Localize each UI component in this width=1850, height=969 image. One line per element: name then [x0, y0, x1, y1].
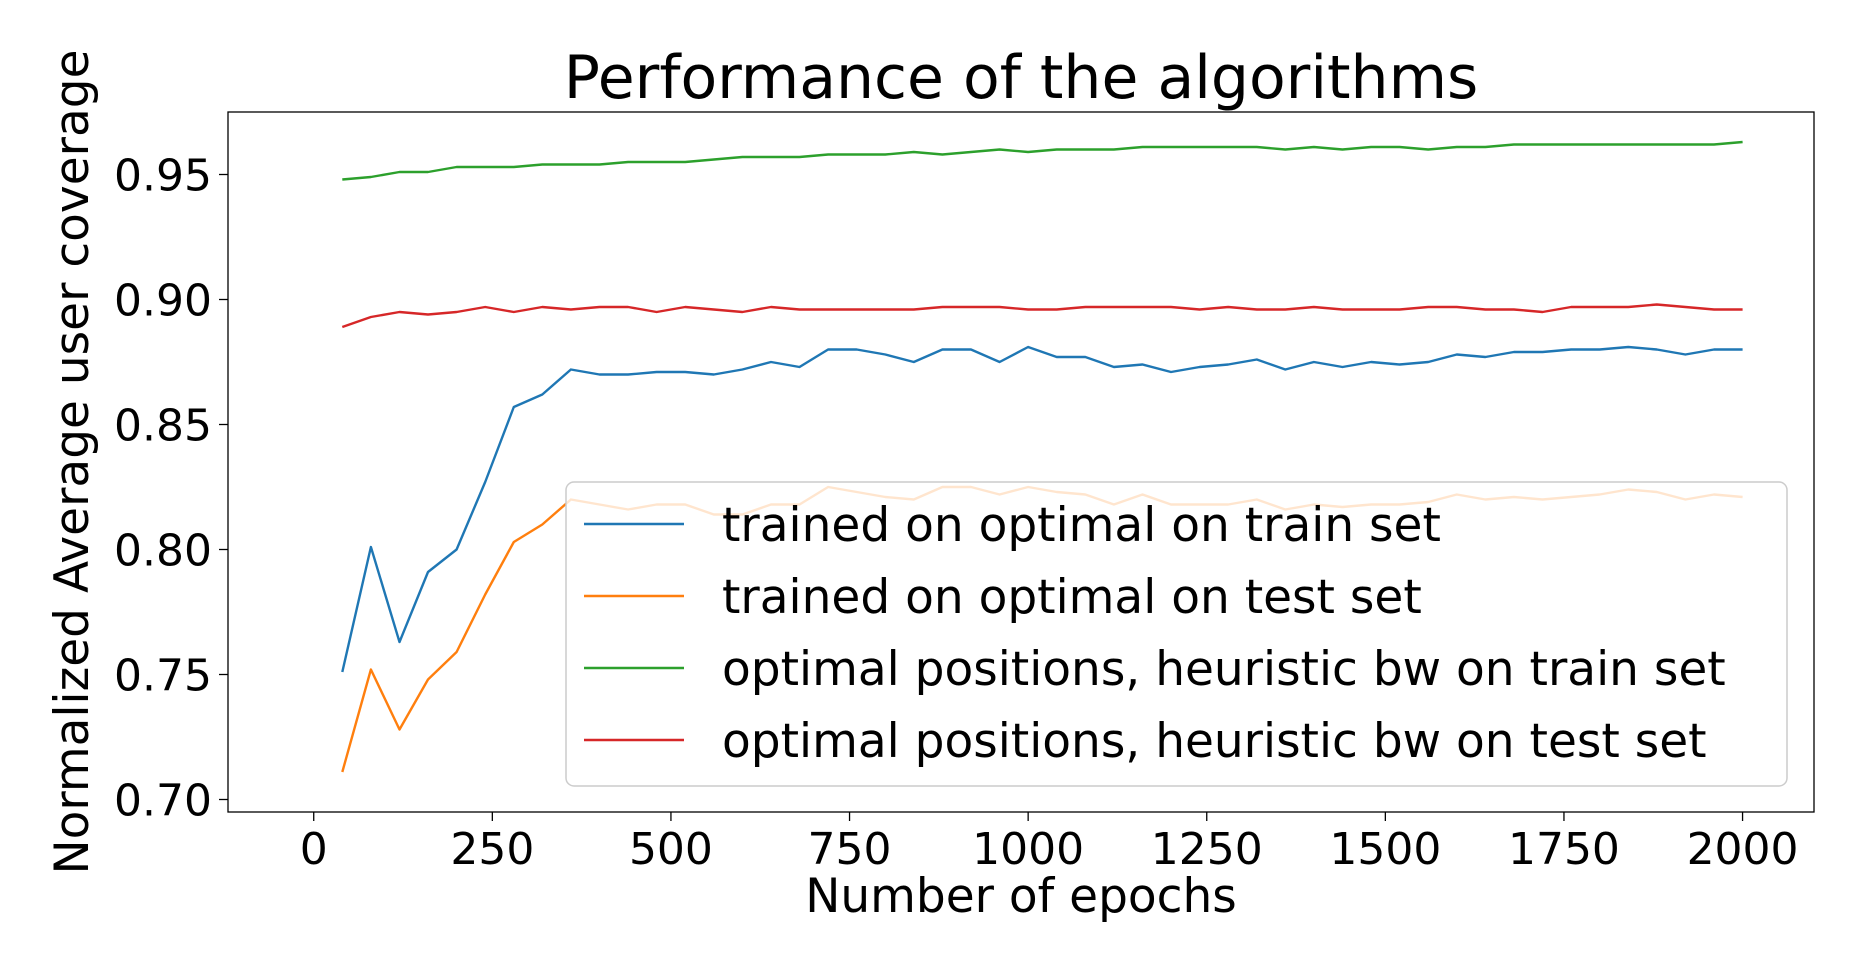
legend-label-4: optimal positions, heuristic bw on test …	[722, 714, 1707, 769]
series-line-3	[342, 140, 1743, 181]
x-tick-label-1500: 1500	[1329, 824, 1441, 875]
y-tick-label-0.90: 0.90	[114, 276, 212, 327]
x-tick-label-1000: 1000	[972, 824, 1084, 875]
series-line-4	[341, 303, 1743, 329]
legend: trained on optimal on train set trained o…	[565, 481, 1788, 787]
legend-label-2: trained on optimal on test set	[722, 570, 1422, 625]
x-tick-label-2000: 2000	[1687, 824, 1799, 875]
x-tick-label-1250: 1250	[1151, 824, 1263, 875]
y-tick-label-0.70: 0.70	[114, 776, 212, 827]
x-tick-label-750: 750	[808, 824, 892, 875]
y-tick-label-0.75: 0.75	[114, 651, 212, 702]
y-tick-label-0.80: 0.80	[114, 526, 212, 577]
y-tick-label-0.85: 0.85	[114, 401, 212, 452]
x-tick-label-0: 0	[300, 824, 328, 875]
legend-label-3: optimal positions, heuristic bw on train…	[722, 642, 1726, 697]
plot-frame	[227, 111, 1815, 813]
x-tick-label-250: 250	[450, 824, 534, 875]
x-tick-label-1750: 1750	[1508, 824, 1620, 875]
chart-title: Performance of the algorithms	[564, 43, 1479, 113]
x-tick-label-500: 500	[629, 824, 713, 875]
y-tick-label-0.95: 0.95	[114, 151, 212, 202]
series-line-1	[341, 345, 1743, 673]
y-axis-title: Normalized Average user coverage	[45, 49, 100, 874]
legend-label-1: trained on optimal on train set	[722, 498, 1441, 553]
legend-box	[565, 481, 1788, 787]
x-axis-title: Number of epochs	[805, 869, 1237, 924]
